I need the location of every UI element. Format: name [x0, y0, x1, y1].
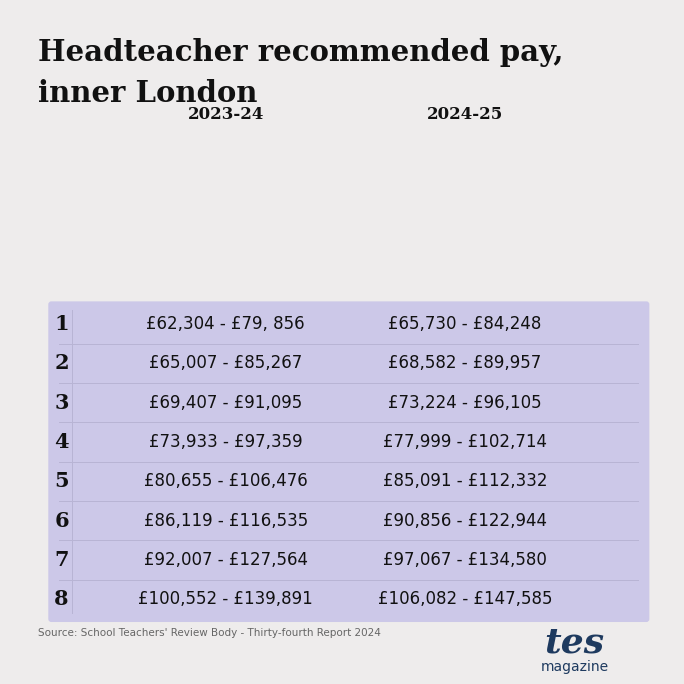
Text: 7: 7 — [54, 550, 69, 570]
Text: £65,007 - £85,267: £65,007 - £85,267 — [149, 354, 302, 372]
Text: £90,856 - £122,944: £90,856 - £122,944 — [383, 512, 547, 529]
Text: Source: School Teachers' Review Body - Thirty-fourth Report 2024: Source: School Teachers' Review Body - T… — [38, 628, 380, 637]
Text: magazine: magazine — [540, 660, 609, 674]
Text: £68,582 - £89,957: £68,582 - £89,957 — [389, 354, 542, 372]
Text: 1: 1 — [54, 314, 69, 334]
Text: £85,091 - £112,332: £85,091 - £112,332 — [383, 473, 547, 490]
Text: £100,552 - £139,891: £100,552 - £139,891 — [138, 590, 313, 608]
Text: 8: 8 — [54, 590, 69, 609]
Text: £77,999 - £102,714: £77,999 - £102,714 — [383, 433, 547, 451]
Text: £73,224 - £96,105: £73,224 - £96,105 — [389, 394, 542, 412]
Text: £106,082 - £147,585: £106,082 - £147,585 — [378, 590, 553, 608]
Text: £69,407 - £91,095: £69,407 - £91,095 — [149, 394, 302, 412]
Text: 4: 4 — [54, 432, 69, 452]
Text: inner London: inner London — [38, 79, 257, 107]
Text: £97,067 - £134,580: £97,067 - £134,580 — [383, 551, 547, 569]
Text: 2023-24: 2023-24 — [187, 106, 264, 123]
Text: £62,304 - £79, 856: £62,304 - £79, 856 — [146, 315, 305, 333]
Text: 2: 2 — [54, 354, 69, 373]
Text: £73,933 - £97,359: £73,933 - £97,359 — [149, 433, 302, 451]
Text: 6: 6 — [54, 511, 69, 531]
Text: 2024-25: 2024-25 — [427, 106, 503, 123]
Text: £80,655 - £106,476: £80,655 - £106,476 — [144, 473, 308, 490]
Text: 3: 3 — [54, 393, 69, 412]
Text: £92,007 - £127,564: £92,007 - £127,564 — [144, 551, 308, 569]
Text: 5: 5 — [54, 471, 69, 491]
Text: tes: tes — [544, 626, 605, 660]
Text: £86,119 - £116,535: £86,119 - £116,535 — [144, 512, 308, 529]
FancyBboxPatch shape — [49, 302, 649, 622]
Text: Headteacher recommended pay,: Headteacher recommended pay, — [38, 38, 563, 66]
Text: £65,730 - £84,248: £65,730 - £84,248 — [389, 315, 542, 333]
